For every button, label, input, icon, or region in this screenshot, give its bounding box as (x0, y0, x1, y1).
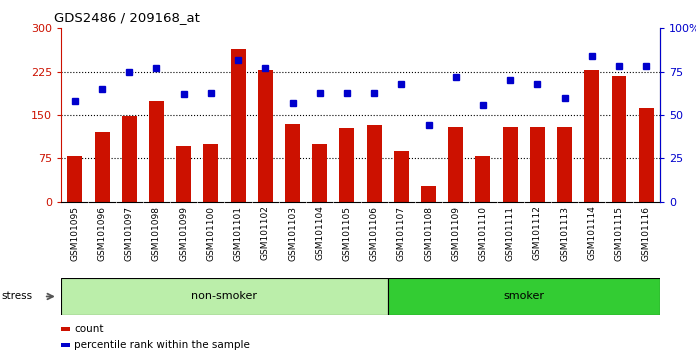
Text: count: count (74, 324, 104, 334)
Text: GDS2486 / 209168_at: GDS2486 / 209168_at (54, 11, 200, 24)
Text: GSM101096: GSM101096 (97, 206, 106, 261)
Bar (388, 278, 660, 315)
Text: stress: stress (1, 291, 33, 302)
Text: GSM101100: GSM101100 (207, 206, 215, 261)
Bar (230, 48, 246, 202)
Bar (95, 132, 109, 202)
Text: GSM101111: GSM101111 (506, 206, 514, 261)
Bar (394, 151, 409, 202)
Bar (585, 70, 599, 202)
Text: GSM101108: GSM101108 (424, 206, 433, 261)
Bar (149, 101, 164, 202)
Bar (176, 146, 191, 202)
Text: smoker: smoker (503, 291, 544, 302)
Bar (61, 278, 388, 315)
Bar (530, 127, 545, 202)
Text: GSM101106: GSM101106 (370, 206, 379, 261)
Text: GSM101105: GSM101105 (342, 206, 351, 261)
Bar (285, 124, 300, 202)
Bar (122, 116, 136, 202)
Bar (448, 127, 464, 202)
Text: GSM101115: GSM101115 (615, 206, 624, 261)
Text: GSM101104: GSM101104 (315, 206, 324, 261)
Text: GSM101101: GSM101101 (234, 206, 243, 261)
Text: GSM101116: GSM101116 (642, 206, 651, 261)
Text: GSM101103: GSM101103 (288, 206, 297, 261)
Text: percentile rank within the sample: percentile rank within the sample (74, 340, 251, 350)
Bar (421, 185, 436, 202)
Bar (557, 127, 572, 202)
Text: GSM101095: GSM101095 (70, 206, 79, 261)
Bar (258, 70, 273, 202)
Bar (340, 128, 354, 202)
Bar (503, 127, 518, 202)
Bar (367, 125, 381, 202)
Text: GSM101107: GSM101107 (397, 206, 406, 261)
Bar (313, 144, 327, 202)
Bar (68, 155, 82, 202)
Text: GSM101114: GSM101114 (587, 206, 596, 261)
Bar (612, 76, 626, 202)
Text: GSM101099: GSM101099 (179, 206, 188, 261)
Text: GSM101098: GSM101098 (152, 206, 161, 261)
Bar (639, 108, 654, 202)
Text: GSM101110: GSM101110 (478, 206, 487, 261)
Bar (475, 155, 491, 202)
Text: GSM101097: GSM101097 (125, 206, 134, 261)
Bar (203, 144, 219, 202)
Text: GSM101112: GSM101112 (533, 206, 542, 261)
Text: GSM101113: GSM101113 (560, 206, 569, 261)
Text: non-smoker: non-smoker (191, 291, 258, 302)
Text: GSM101109: GSM101109 (451, 206, 460, 261)
Text: GSM101102: GSM101102 (261, 206, 270, 261)
